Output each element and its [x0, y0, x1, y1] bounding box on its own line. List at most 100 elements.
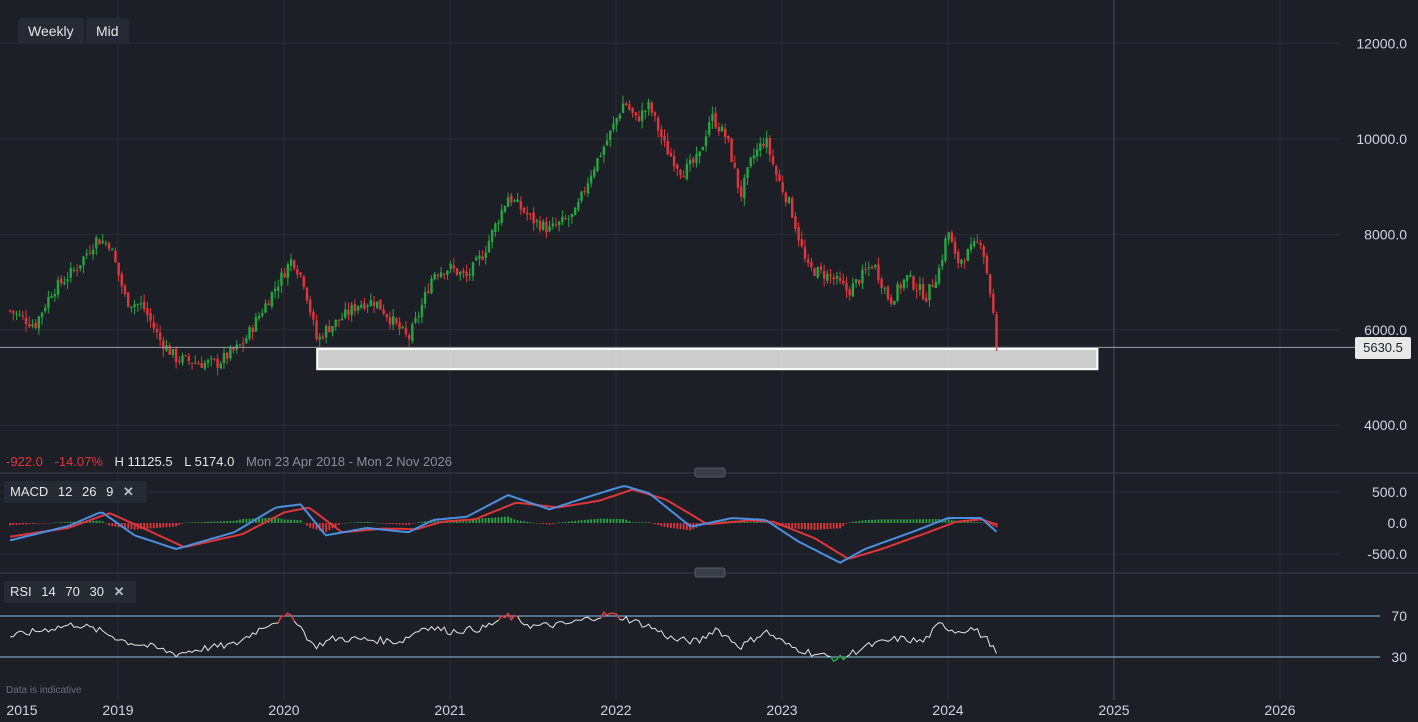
macd-histogram-bar — [187, 522, 190, 524]
candle-body — [720, 126, 724, 132]
candle-body — [838, 277, 842, 281]
rsi-overbought-segment — [514, 614, 518, 618]
candle-body — [299, 272, 302, 275]
macd-histogram-bar — [800, 523, 803, 530]
candle-body — [567, 218, 570, 220]
macd-histogram-bar — [53, 522, 56, 524]
candle-body — [794, 216, 797, 229]
macd-histogram-bar — [264, 517, 267, 523]
macd-histogram-bar — [21, 523, 24, 525]
candle-body — [791, 198, 794, 218]
rsi-oversold-segment — [842, 656, 847, 661]
rsi-label[interactable]: RSI 14 70 30 ✕ — [4, 581, 137, 603]
candle-body — [95, 237, 98, 249]
candle-body — [899, 284, 902, 289]
candle-body — [749, 157, 752, 167]
price-axis-label: 10000.0 — [1356, 131, 1407, 147]
candle-body — [644, 110, 647, 112]
candle-body — [513, 200, 516, 202]
candle-body — [874, 264, 877, 268]
price-type-button[interactable]: Mid — [86, 18, 129, 44]
macd-histogram-bar — [670, 523, 672, 528]
macd-histogram-bar — [970, 521, 972, 523]
macd-histogram-bar — [574, 520, 577, 523]
close-icon[interactable]: ✕ — [113, 584, 125, 599]
macd-histogram-bar — [25, 523, 27, 525]
candle-body — [819, 266, 823, 270]
candle-body — [921, 284, 925, 300]
candle-body — [12, 310, 15, 314]
candle-body — [261, 313, 264, 316]
macd-histogram-bar — [328, 523, 331, 531]
candle-body — [356, 306, 360, 311]
macd-histogram-bar — [216, 521, 219, 523]
candle-body — [889, 297, 893, 304]
macd-histogram-bar — [928, 519, 931, 523]
rsi-oversold-segment — [833, 658, 838, 662]
macd-histogram-bar — [203, 521, 206, 523]
candle-body — [433, 273, 436, 280]
macd-histogram-bar — [274, 517, 276, 523]
candle-body — [867, 267, 871, 269]
candle-body — [117, 262, 120, 276]
candle-body — [551, 223, 554, 227]
candle-body — [634, 112, 637, 116]
candle-body — [701, 147, 705, 151]
candle-body — [516, 199, 519, 202]
macd-histogram-bar — [816, 523, 819, 530]
macd-histogram-bar — [973, 521, 976, 523]
candle-body — [708, 122, 711, 135]
macd-histogram-bar — [625, 519, 628, 523]
macd-histogram-bar — [794, 523, 797, 529]
macd-histogram-bar — [523, 521, 525, 523]
candle-body — [976, 241, 979, 243]
candle-body — [963, 261, 966, 263]
candle-body — [631, 107, 634, 113]
macd-histogram-bar — [606, 518, 608, 523]
macd-histogram-bar — [871, 519, 873, 523]
candle-body — [481, 256, 484, 260]
macd-histogram-bar — [213, 521, 216, 523]
macd-histogram-bar — [634, 522, 637, 523]
close-icon[interactable]: ✕ — [122, 484, 134, 499]
candle-body — [599, 155, 602, 157]
macd-histogram-bar — [92, 520, 94, 523]
candle-body — [561, 217, 564, 222]
rsi-overbought-segment — [497, 615, 503, 621]
macd-histogram-bar — [519, 520, 522, 523]
macd-histogram-bar — [456, 521, 458, 523]
candle-body — [98, 239, 101, 245]
macd-histogram-bar — [277, 518, 280, 523]
macd-histogram-bar — [385, 523, 388, 524]
macd-histogram-bar — [535, 522, 538, 524]
candle-body — [934, 281, 938, 288]
candle-body — [625, 103, 628, 106]
macd-label[interactable]: MACD 12 26 9 ✕ — [4, 481, 146, 503]
macd-histogram-bar — [481, 518, 484, 523]
macd-histogram-bar — [162, 523, 165, 528]
macd-histogram-bar — [398, 523, 401, 525]
rsi-overbought-segment — [277, 615, 283, 624]
macd-histogram-bar — [516, 520, 519, 523]
time-axis-label: 2020 — [268, 702, 299, 718]
candle-body — [123, 285, 127, 295]
candle-body — [452, 265, 456, 269]
macd-histogram-bar — [510, 517, 513, 523]
interval-button[interactable]: Weekly — [18, 18, 84, 44]
macd-histogram-bar — [50, 522, 53, 524]
macd-histogram-bar — [934, 519, 937, 523]
rsi-axis-label: 30 — [1391, 649, 1407, 665]
candle-body — [497, 222, 500, 225]
candle-body — [280, 272, 283, 286]
candle-body — [653, 112, 657, 116]
macd-histogram-bar — [219, 521, 222, 523]
macd-histogram-bar — [877, 519, 880, 523]
macd-histogram-bar — [465, 521, 468, 523]
candle-body — [925, 298, 928, 302]
macd-histogram-bar — [657, 523, 660, 525]
candle-body — [669, 152, 673, 157]
candle-body — [586, 183, 590, 194]
candle-body — [133, 304, 136, 308]
candle-body — [992, 293, 995, 313]
